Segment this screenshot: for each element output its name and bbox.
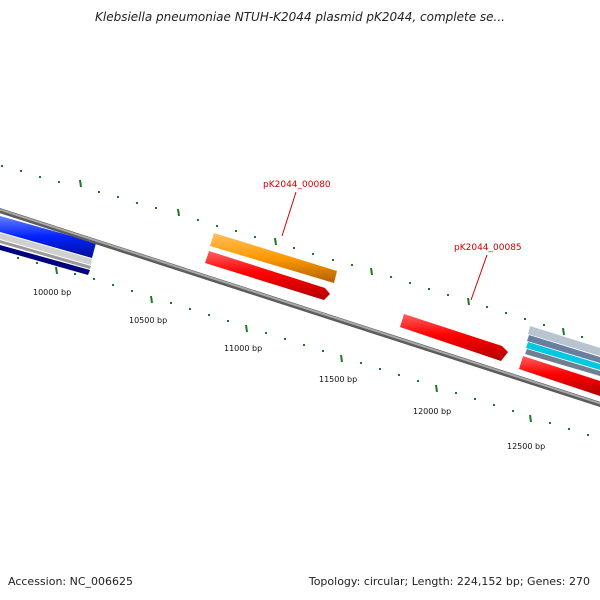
bp-label: 12000 bp [413,407,451,416]
bp-label: 11000 bp [224,344,262,353]
accession-label: Accession: NC_006625 [8,575,134,588]
gene-label-pk2044-00085: pK2044_00085 [454,243,522,253]
cds-pk2044-00080[interactable] [205,251,330,300]
bp-label: 10000 bp [33,288,71,297]
outer-tick-ring [1,165,583,338]
bp-label: 12500 bp [507,442,545,451]
gene-label-pk2044-00080: pK2044_00080 [263,180,331,190]
inner-tick-ring [17,257,589,436]
orange-gene[interactable] [210,233,337,283]
map-title: Klebsiella pneumoniae NTUH-K2044 plasmid… [94,10,505,24]
backbone [0,207,600,408]
leader-line-00080 [281,191,297,237]
leader-line-00085 [470,254,488,301]
right-gene-cluster[interactable] [519,326,600,396]
topology-summary: Topology: circular; Length: 224,152 bp; … [308,575,590,588]
blue-gene-track[interactable] [0,216,96,275]
bp-label: 11500 bp [319,375,357,384]
bp-label: 10500 bp [129,316,167,325]
cds-pk2044-00085[interactable] [400,314,508,361]
